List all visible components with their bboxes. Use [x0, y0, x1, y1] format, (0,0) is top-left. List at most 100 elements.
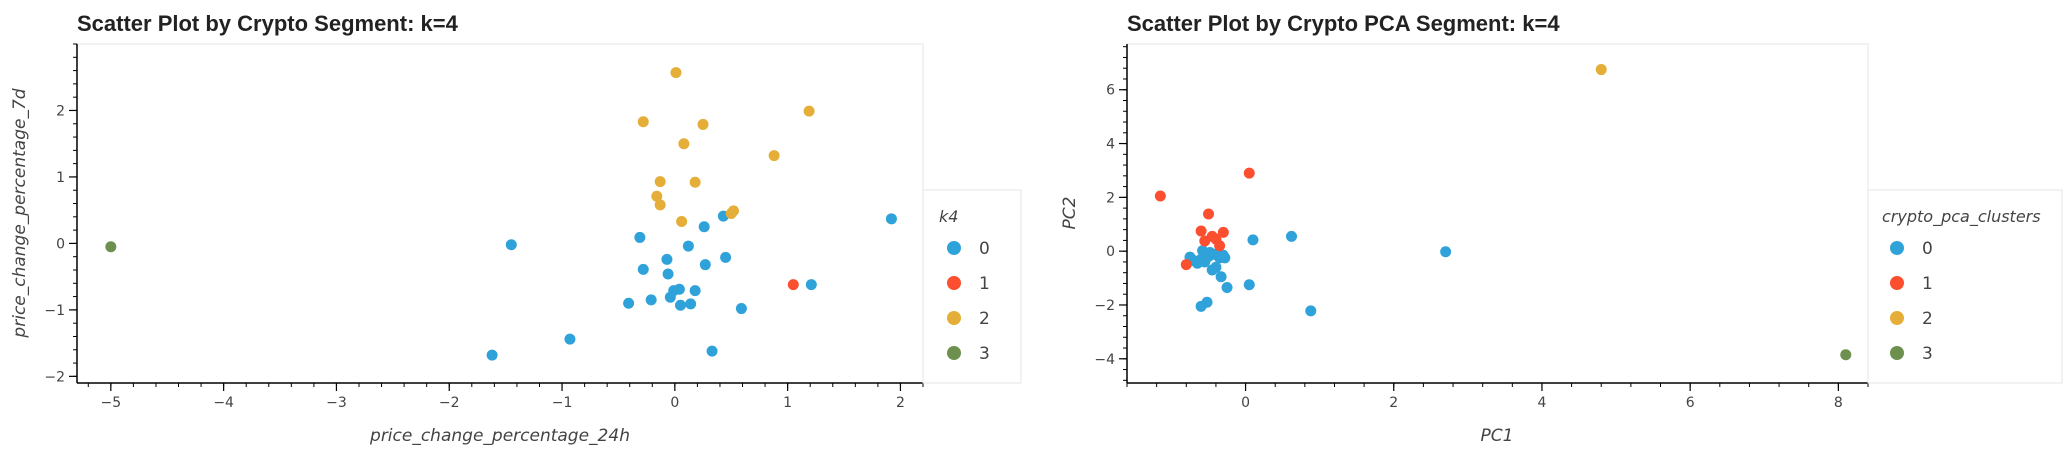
- legend-label: 0: [1922, 239, 1933, 259]
- data-point: [651, 190, 663, 202]
- data-point: [727, 205, 739, 217]
- x-axis: −5 −4 −3 −2 −1 0 1 2: [77, 382, 924, 411]
- legend-marker: [1890, 311, 1904, 325]
- data-point: [689, 176, 701, 188]
- scatter-plot-pca-k4: Scatter Plot by Crypto PCA Segment: k=4 …: [1060, 11, 2063, 446]
- data-point: [1217, 226, 1229, 238]
- x-tick-label: −3: [326, 395, 347, 411]
- data-point: [637, 263, 649, 275]
- legend-marker: [947, 241, 961, 255]
- x-tick-label: 0: [1241, 395, 1250, 411]
- data-point: [1221, 281, 1233, 293]
- data-point: [661, 253, 673, 265]
- data-point: [1203, 208, 1215, 220]
- x-tick-label: 2: [896, 395, 905, 411]
- x-axis-label: PC1: [1481, 426, 1514, 446]
- data-point: [676, 215, 688, 227]
- legend-title: k4: [939, 207, 958, 226]
- y-tick-label: 2: [56, 103, 65, 119]
- x-axis: 0 2 4 6 8: [1126, 382, 1869, 411]
- data-point: [735, 303, 747, 315]
- y-ticks: −4 −2 0 2 4 6: [1094, 46, 1127, 381]
- data-point: [1595, 64, 1607, 76]
- data-point: [645, 294, 657, 306]
- data-point: [1215, 271, 1227, 283]
- data-point: [670, 67, 682, 79]
- data-point: [623, 297, 635, 309]
- data-point: [678, 138, 690, 150]
- legend-label: 0: [979, 239, 990, 259]
- legend-label: 3: [1922, 344, 1933, 364]
- x-tick-label: 2: [1389, 395, 1398, 411]
- y-tick-label: −2: [44, 369, 65, 385]
- data-point: [685, 298, 697, 310]
- data-point: [662, 268, 674, 280]
- legend-items: 0 1 2 3: [947, 239, 990, 364]
- data-point: [768, 150, 780, 162]
- data-point: [1180, 259, 1192, 271]
- data-point: [885, 213, 897, 225]
- data-point: [654, 199, 666, 211]
- data-point: [637, 116, 649, 128]
- legend: crypto_pca_clusters 0 1 2 3: [1867, 189, 2063, 384]
- legend-title: crypto_pca_clusters: [1882, 207, 2041, 227]
- legend-label: 3: [979, 344, 990, 364]
- legend-marker: [947, 276, 961, 290]
- data-point: [682, 240, 694, 252]
- legend: k4 0 1 2 3: [922, 189, 1022, 384]
- y-tick-label: −4: [1094, 352, 1115, 368]
- x-tick-label: 0: [670, 395, 679, 411]
- data-point: [1243, 279, 1255, 291]
- y-axis-label: price_change_percentage_7d: [10, 88, 30, 338]
- x-tick-label: 1: [783, 395, 792, 411]
- data-point: [105, 241, 117, 253]
- x-tick-label: 4: [1537, 395, 1546, 411]
- data-point: [1201, 296, 1213, 308]
- x-tick-label: 6: [1686, 395, 1695, 411]
- data-point: [1840, 349, 1852, 361]
- data-point: [1305, 305, 1317, 317]
- data-point: [706, 345, 718, 357]
- legend-label: 2: [1922, 309, 1933, 329]
- data-point: [1219, 252, 1231, 264]
- legend-items: 0 1 2 3: [1890, 239, 1933, 364]
- legend-label: 1: [1922, 274, 1933, 294]
- data-point: [720, 251, 732, 263]
- data-point: [699, 259, 711, 271]
- data-points: [105, 67, 897, 361]
- data-point: [697, 118, 709, 130]
- data-point: [505, 239, 517, 251]
- y-tick-label: 2: [1106, 190, 1115, 206]
- y-tick-label: −1: [44, 303, 65, 319]
- x-ticks: 0 2 4 6 8: [1126, 383, 1869, 411]
- y-tick-label: 4: [1106, 137, 1115, 153]
- data-point: [1243, 167, 1255, 179]
- legend-marker: [947, 346, 961, 360]
- y-ticks: −2 −1 0 1 2: [44, 43, 77, 385]
- data-point: [1247, 234, 1259, 246]
- legend-label: 2: [979, 309, 990, 329]
- y-tick-label: 0: [1106, 244, 1115, 260]
- y-tick-label: 6: [1106, 83, 1115, 99]
- y-tick-label: 1: [56, 170, 65, 186]
- scatter-plot-k4: Scatter Plot by Crypto Segment: k=4 −2 −1…: [10, 11, 1022, 446]
- data-point: [1440, 246, 1452, 258]
- data-point: [1195, 225, 1207, 237]
- legend-label: 1: [979, 274, 990, 294]
- data-point: [674, 299, 686, 311]
- data-point: [805, 279, 817, 291]
- legend-marker: [1890, 276, 1904, 290]
- y-axis: −4 −2 0 2 4 6: [1094, 44, 1128, 383]
- x-axis-label: price_change_percentage_24h: [369, 426, 630, 446]
- data-point: [1210, 261, 1222, 273]
- y-axis-label: PC2: [1060, 197, 1080, 230]
- y-tick-label: 0: [56, 236, 65, 252]
- legend-marker: [947, 311, 961, 325]
- legend-box: [922, 189, 1022, 384]
- plot-area-border: [1126, 43, 1869, 384]
- y-tick-label: −2: [1094, 298, 1115, 314]
- data-point: [1286, 230, 1298, 242]
- data-point: [698, 221, 710, 233]
- data-point: [1214, 240, 1226, 252]
